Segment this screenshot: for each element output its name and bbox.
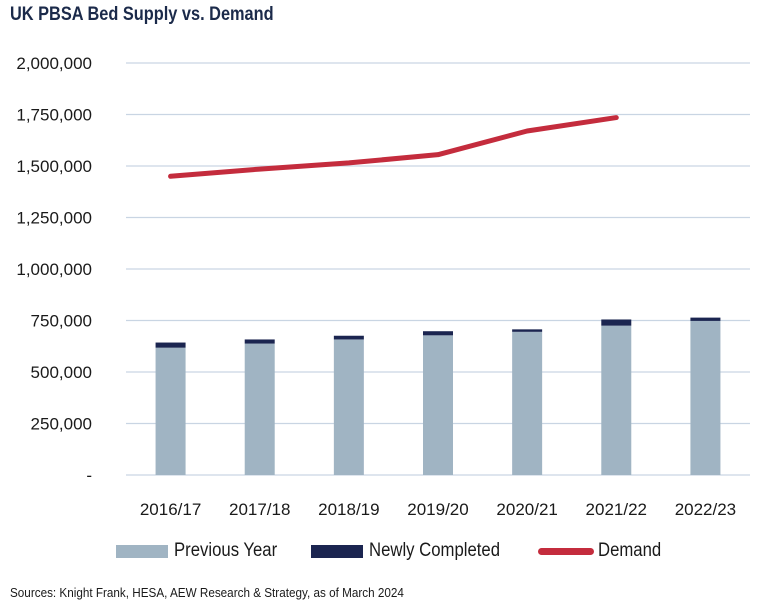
x-tick-label: 2021/22: [586, 500, 647, 519]
y-tick-label: -: [86, 466, 92, 485]
bar-newly-completed: [601, 319, 632, 326]
x-tick-label: 2016/17: [140, 500, 201, 519]
y-tick-label: 250,000: [31, 415, 92, 434]
x-tick-label: 2017/18: [229, 500, 290, 519]
x-axis-ticks: 2016/17 2017/18 2018/19 2019/20 2020/21 2021/…: [140, 500, 736, 519]
y-tick-label: 1,000,000: [16, 260, 92, 279]
bar-newly-completed: [690, 317, 721, 321]
demand-line: [168, 115, 619, 179]
legend-swatch-previous-year: [116, 544, 168, 558]
y-tick-label: 500,000: [31, 363, 92, 382]
legend-label: Demand: [598, 540, 662, 561]
legend-item-demand: Demand: [538, 540, 670, 562]
bar-previous-year: [601, 325, 632, 475]
x-tick-label: 2019/20: [407, 500, 468, 519]
bar-previous-year: [155, 347, 186, 475]
legend-item-previous-year: Previous Year: [116, 540, 291, 562]
x-tick-label: 2022/23: [675, 500, 736, 519]
y-tick-label: 2,000,000: [16, 54, 92, 73]
legend-label: Newly Completed: [369, 540, 501, 561]
y-tick-label: 750,000: [31, 312, 92, 331]
demand-line-group: [168, 115, 619, 179]
y-tick-label: 1,250,000: [16, 209, 92, 228]
y-tick-label: 1,750,000: [16, 106, 92, 125]
bar-newly-completed: [333, 335, 364, 340]
bar-previous-year: [512, 331, 543, 475]
legend-swatch-demand: [538, 547, 595, 555]
y-tick-label: 1,500,000: [16, 157, 92, 176]
chart-title: UK PBSA Bed Supply vs. Demand: [10, 4, 274, 25]
legend-swatch-newly-completed: [311, 544, 364, 558]
bars: [155, 317, 721, 475]
legend-label: Previous Year: [174, 540, 278, 561]
bar-previous-year: [244, 343, 275, 475]
source-note: Sources: Knight Frank, HESA, AEW Researc…: [10, 585, 404, 600]
bar-previous-year: [690, 320, 721, 475]
bar-previous-year: [333, 339, 364, 475]
legend-item-newly-completed: Newly Completed: [311, 540, 518, 562]
bar-newly-completed: [423, 331, 453, 336]
bar-previous-year: [423, 335, 453, 475]
x-tick-label: 2018/19: [318, 500, 379, 519]
bar-newly-completed: [512, 329, 543, 332]
bar-newly-completed: [244, 339, 275, 344]
legend: Previous Year Newly Completed Demand: [116, 540, 690, 562]
y-axis-ticks: - 250,000 500,000 750,000 1,000,000 1,250,000…: [16, 54, 92, 485]
bar-newly-completed: [155, 342, 186, 348]
x-tick-label: 2020/21: [496, 500, 557, 519]
